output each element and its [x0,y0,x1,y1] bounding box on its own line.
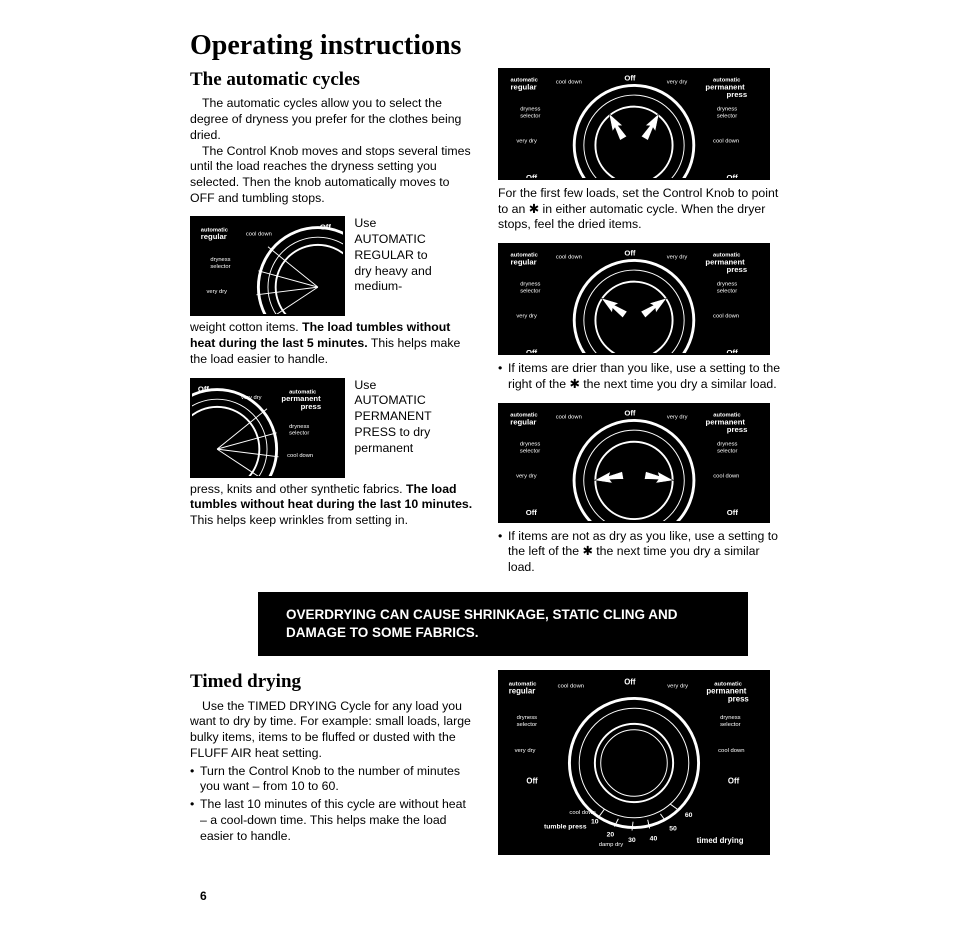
svg-text:very dry: very dry [515,749,536,755]
para: The automatic cycles allow you to select… [190,96,476,143]
page-title: Operating instructions [190,30,784,62]
svg-text:dryness: dryness [720,715,741,721]
svg-text:tumble press: tumble press [544,824,587,831]
svg-text:Off: Off [728,777,740,786]
svg-text:20: 20 [607,832,615,839]
svg-text:40: 40 [650,836,658,843]
svg-text:Off: Off [526,777,538,786]
dial-arrows-outward-icon [498,403,770,523]
section-heading-timed: Timed drying [190,670,476,694]
dial-regular-half-icon [190,216,345,316]
svg-text:regular: regular [509,687,536,696]
dial-full-timed-icon: automatic regular cool down Off very dry… [498,670,770,855]
right-column: For the first few loads, set the Control… [498,68,784,576]
svg-text:10: 10 [591,819,599,826]
svg-text:selector: selector [720,722,741,728]
para: Use the TIMED DRYING Cycle for any load … [190,699,476,762]
svg-text:Off: Off [624,678,636,687]
svg-text:cool down: cool down [569,810,595,816]
timed-right: automatic regular cool down Off very dry… [498,670,784,859]
text: This helps keep wrinkles from setting in… [190,513,408,527]
svg-text:selector: selector [517,722,538,728]
para: weight cotton items. The load tumbles wi… [190,320,476,367]
page-number: 6 [200,889,207,903]
svg-text:press: press [728,695,750,704]
svg-text:timed drying: timed drying [697,837,744,846]
svg-text:50: 50 [669,826,677,833]
dial-permpress-half-icon [190,378,345,478]
svg-text:damp dry: damp dry [599,842,623,848]
svg-text:cool down: cool down [558,684,584,690]
text: press, knits and other synthetic fabrics… [190,482,406,496]
warning-banner: OVERDRYING CAN CAUSE SHRINKAGE, STATIC C… [258,592,748,656]
section-heading-automatic: The automatic cycles [190,68,476,92]
left-column: The automatic cycles The automatic cycle… [190,68,476,576]
dial-arrows-inward-icon [498,243,770,355]
timed-left: Timed drying Use the TIMED DRYING Cycle … [190,670,476,859]
dial-both-arrows-up-icon [498,68,770,180]
svg-text:30: 30 [628,838,636,845]
para: press, knits and other synthetic fabrics… [190,482,476,529]
svg-text:dryness: dryness [517,715,538,721]
list-item: If items are drier than you like, use a … [498,361,784,392]
list-item: Turn the Control Knob to the number of m… [190,764,476,795]
svg-text:very dry: very dry [667,684,688,690]
para: For the first few loads, set the Control… [498,186,784,233]
list-item: The last 10 minutes of this cycle are wi… [190,797,476,844]
list-item: If items are not as dry as you like, use… [498,529,784,576]
svg-text:cool down: cool down [718,749,744,755]
text: weight cotton items. [190,320,302,334]
aside-text: Use AUTOMATIC PERMANENT PRESS to dry per… [354,378,446,457]
svg-text:60: 60 [685,812,693,819]
aside-text: Use AUTOMATIC REGULAR to dry heavy and m… [354,216,446,295]
para: The Control Knob moves and stops several… [190,144,476,207]
